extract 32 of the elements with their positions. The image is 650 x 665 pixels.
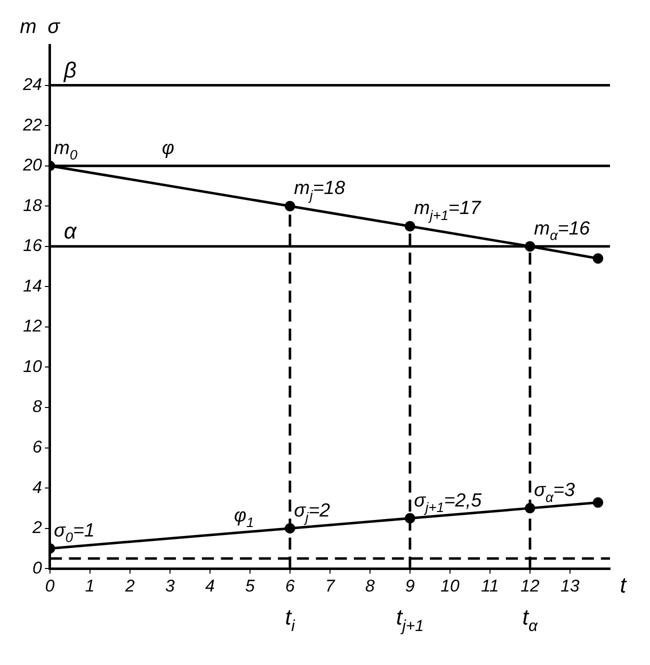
y-tick-label: 18 [22, 196, 42, 215]
x-tick-label: 1 [85, 576, 95, 596]
x-tick-label: 0 [45, 576, 56, 596]
x-tick-label: 9 [405, 576, 416, 596]
y-tick-label: 20 [22, 156, 42, 175]
annotation: φ [162, 138, 174, 159]
y-tick-label: 4 [32, 478, 42, 497]
x-tick-label: 6 [285, 576, 296, 596]
y-tick-label: 0 [32, 558, 42, 578]
y-tick-label: 6 [32, 438, 42, 457]
x-tick-label: 3 [165, 576, 176, 596]
y-tick-label: 8 [32, 397, 42, 416]
x-tick-label: 12 [520, 576, 540, 596]
x-tick-label: 10 [440, 576, 460, 596]
ref-line-label: β [62, 57, 77, 82]
y-tick-label: 24 [22, 75, 42, 94]
x-axis-title: t [620, 572, 627, 598]
x-tick-label: 7 [325, 576, 336, 596]
ref-line-label: α [64, 218, 78, 244]
y-tick-label: 10 [22, 356, 42, 376]
y-tick-label: 12 [22, 316, 42, 336]
y-tick-label: 14 [22, 276, 42, 296]
y-tick-label: 16 [22, 236, 42, 256]
x-tick-label: 4 [205, 576, 215, 596]
y-tick-label: 2 [31, 518, 42, 538]
x-tick-label: 13 [560, 576, 580, 596]
x-tick-label: 2 [124, 576, 136, 596]
y-axis-title: m σ [20, 16, 61, 38]
x-tick-label: 8 [365, 576, 376, 596]
y-tick-label: 22 [22, 115, 42, 134]
x-tick-label: 5 [245, 576, 256, 596]
x-tick-label: 11 [481, 576, 499, 596]
